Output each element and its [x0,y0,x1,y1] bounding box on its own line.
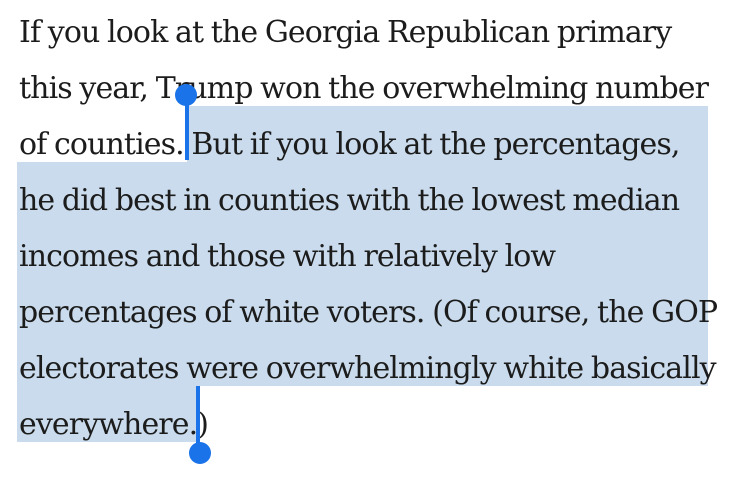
paragraph-line[interactable]: electorates were overwhelmingly white ba… [19,351,717,386]
paragraph-line[interactable]: this year, Trump won the overwhelming nu… [19,71,709,106]
paragraph-line[interactable]: of counties. But if you look at the perc… [19,127,680,162]
paragraph-line[interactable]: everywhere.) [19,407,209,442]
paragraph-line[interactable]: incomes and those with relatively low [19,239,556,274]
selection-highlight-line-3 [187,106,708,162]
selection-highlight-line-6 [17,274,708,330]
selection-highlight-line-5 [17,218,708,274]
selection-end-dot[interactable] [189,442,211,464]
selection-start-bar [185,98,189,160]
selection-highlight-line-4 [17,162,708,218]
paragraph-line[interactable]: he did best in counties with the lowest … [19,183,680,218]
paragraph-line[interactable]: percentages of white voters. (Of course,… [19,295,718,330]
selection-highlight-line-8 [17,386,199,442]
selection-end-bar [196,386,200,446]
selection-start-dot[interactable] [175,84,197,106]
paragraph-line[interactable]: If you look at the Georgia Republican pr… [19,15,672,50]
selection-highlight-line-7 [17,330,708,386]
